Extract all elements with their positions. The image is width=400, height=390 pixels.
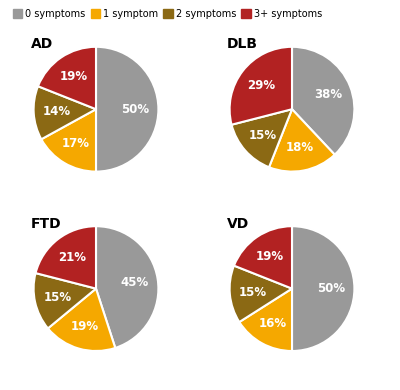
Text: VD: VD <box>226 217 249 231</box>
Wedge shape <box>232 109 292 167</box>
Wedge shape <box>230 266 292 322</box>
Wedge shape <box>292 47 354 155</box>
Wedge shape <box>34 86 96 139</box>
Text: 19%: 19% <box>71 320 99 333</box>
Text: 18%: 18% <box>285 141 314 154</box>
Wedge shape <box>96 47 158 172</box>
Wedge shape <box>41 109 96 172</box>
Text: 50%: 50% <box>317 282 345 295</box>
Text: 45%: 45% <box>121 276 149 289</box>
Text: 14%: 14% <box>43 105 71 118</box>
Legend: 0 symptoms, 1 symptom, 2 symptoms, 3+ symptoms: 0 symptoms, 1 symptom, 2 symptoms, 3+ sy… <box>9 5 326 23</box>
Text: 29%: 29% <box>247 79 275 92</box>
Text: 17%: 17% <box>62 136 90 149</box>
Text: AD: AD <box>30 37 53 51</box>
Text: DLB: DLB <box>226 37 258 51</box>
Text: FTD: FTD <box>30 217 61 231</box>
Wedge shape <box>96 226 158 348</box>
Wedge shape <box>34 273 96 328</box>
Wedge shape <box>36 226 96 289</box>
Text: 15%: 15% <box>248 129 276 142</box>
Wedge shape <box>292 226 354 351</box>
Wedge shape <box>234 226 292 289</box>
Text: 16%: 16% <box>259 317 287 330</box>
Text: 50%: 50% <box>121 103 149 116</box>
Wedge shape <box>269 109 335 172</box>
Text: 38%: 38% <box>314 88 343 101</box>
Wedge shape <box>239 289 292 351</box>
Wedge shape <box>48 289 115 351</box>
Text: 15%: 15% <box>44 291 72 304</box>
Text: 19%: 19% <box>60 70 88 83</box>
Text: 15%: 15% <box>239 286 267 299</box>
Wedge shape <box>230 47 292 125</box>
Text: 19%: 19% <box>256 250 284 262</box>
Text: 21%: 21% <box>58 251 86 264</box>
Wedge shape <box>38 47 96 109</box>
